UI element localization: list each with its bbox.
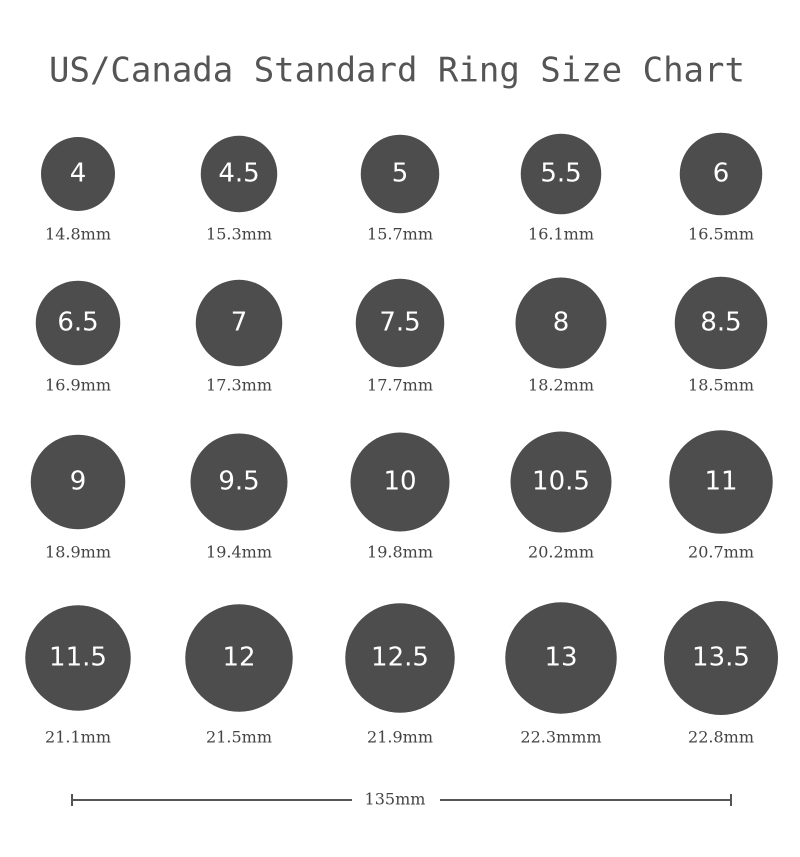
ring-circle [510, 431, 612, 533]
ring-size: 7 [231, 308, 248, 338]
ring-circle [360, 134, 440, 214]
ring-size: 11.5 [49, 643, 107, 673]
ring-size: 7.5 [379, 308, 420, 338]
ring-diameter: 19.8mm [367, 543, 433, 562]
ring-size: 5 [392, 159, 409, 189]
ring-circle [669, 430, 773, 534]
ring-diameter: 17.7mm [367, 376, 433, 395]
title: US/Canada Standard Ring Size Chart [49, 51, 745, 91]
ring-circle [30, 434, 126, 530]
ring-diameter: 21.9mm [367, 728, 433, 747]
ring-circle [674, 276, 768, 370]
ring-circle [345, 603, 455, 713]
ring-diameter: 17.3mm [206, 376, 272, 395]
ring-diameter: 22.8mm [688, 728, 754, 747]
ring-size: 8.5 [700, 308, 741, 338]
ring-circle [355, 278, 445, 368]
ring-diameter: 15.3mm [206, 225, 272, 244]
ring-size: 9 [70, 467, 87, 497]
ring-size: 13 [544, 643, 577, 673]
ring-size: 5.5 [540, 159, 581, 189]
ring-size: 10 [383, 467, 416, 497]
ring-size: 12 [222, 643, 255, 673]
ring-size: 6 [713, 159, 730, 189]
ring-size: 12.5 [371, 643, 429, 673]
ring-size: 13.5 [692, 643, 750, 673]
ring-size: 10.5 [532, 467, 590, 497]
ring-diameter: 20.7mm [688, 543, 754, 562]
ring-circle [515, 277, 607, 369]
ring-circle [679, 132, 763, 216]
ring-size: 11 [704, 467, 737, 497]
ring-diameter: 18.2mm [528, 376, 594, 395]
ring-diameter: 19.4mm [206, 543, 272, 562]
ring-diameter: 20.2mm [528, 543, 594, 562]
ring-diameter: 21.1mm [45, 728, 111, 747]
ring-size: 9.5 [218, 467, 259, 497]
ring-size: 6.5 [57, 308, 98, 338]
ring-circle [520, 133, 602, 215]
ring-circle [41, 137, 115, 211]
ring-diameter: 16.9mm [45, 376, 111, 395]
ring-diameter: 15.7mm [367, 225, 433, 244]
ring-circle [350, 432, 450, 532]
ring-diameter: 16.1mm [528, 225, 594, 244]
ring-circle [200, 135, 278, 213]
ring-size: 8 [553, 308, 570, 338]
scale-label: 135mm [365, 790, 426, 809]
ring-circle [505, 602, 617, 714]
ring-diameter: 18.9mm [45, 543, 111, 562]
ring-diameter: 14.8mm [45, 225, 111, 244]
ring-circle [25, 605, 131, 711]
ring-circle [190, 433, 288, 531]
ring-circle [195, 279, 283, 367]
ring-circle [185, 604, 293, 712]
ring-circle [664, 601, 778, 715]
ring-diameter: 22.3mmm [520, 728, 601, 747]
ring-circle [35, 280, 121, 366]
ring-size: 4 [70, 159, 87, 189]
ring-size: 4.5 [218, 159, 259, 189]
ring-diameter: 21.5mm [206, 728, 272, 747]
ring-diameter: 16.5mm [688, 225, 754, 244]
ring-diameter: 18.5mm [688, 376, 754, 395]
